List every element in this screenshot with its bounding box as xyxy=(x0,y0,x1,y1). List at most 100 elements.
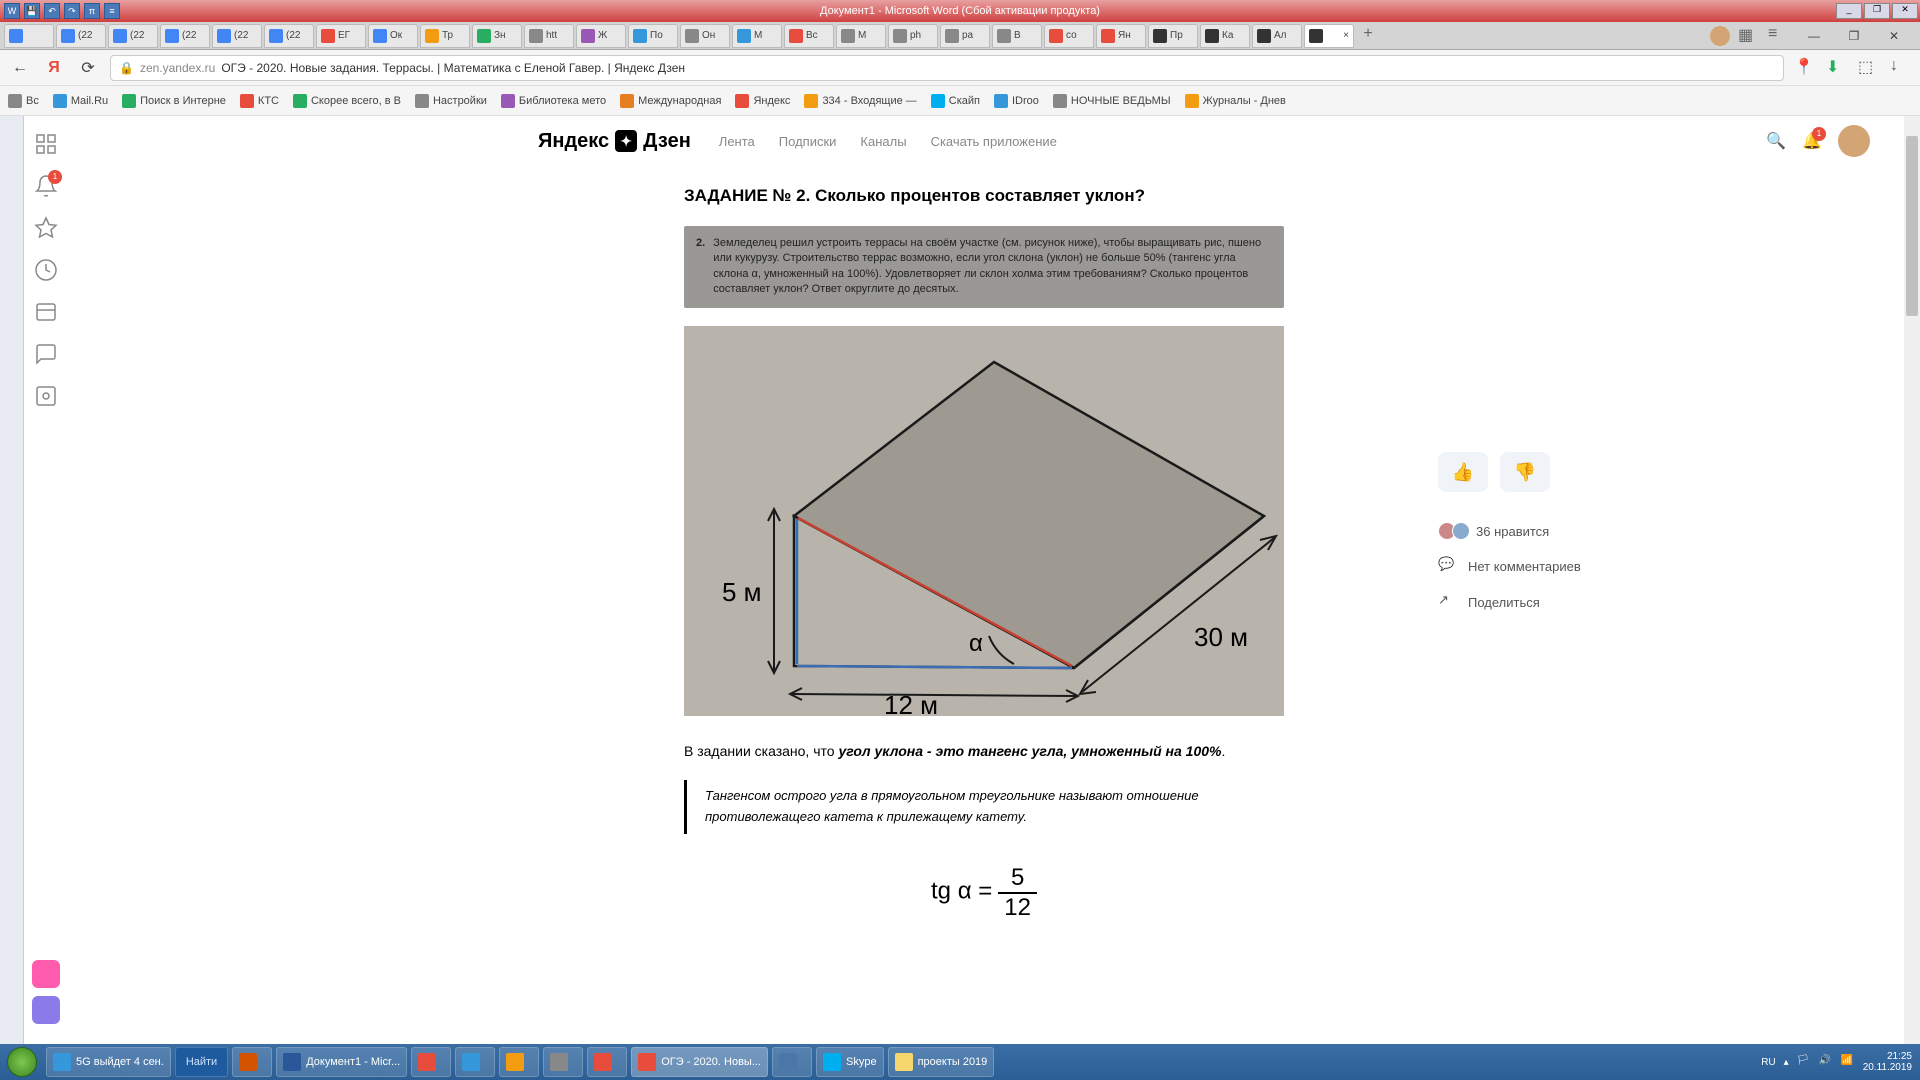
new-tab-button[interactable]: + xyxy=(1356,25,1380,47)
bookmark-item[interactable]: НОЧНЫЕ ВЕДЬМЫ xyxy=(1053,94,1171,108)
word-icon[interactable]: W xyxy=(4,3,20,19)
notifications-icon[interactable]: 1 xyxy=(34,174,58,198)
browser-tab[interactable]: (22 xyxy=(160,24,210,48)
scrollbar[interactable] xyxy=(1904,116,1920,1044)
taskbar-item[interactable] xyxy=(543,1047,583,1077)
bookmark-item[interactable]: 334 - Входящие — xyxy=(804,94,916,108)
pin-icon[interactable]: 📍 xyxy=(1794,57,1816,79)
browser-maximize[interactable]: ❐ xyxy=(1838,24,1870,48)
browser-tab[interactable]: Тр xyxy=(420,24,470,48)
address-input[interactable]: 🔒 zen.yandex.ru ОГЭ - 2020. Новые задани… xyxy=(110,55,1784,81)
back-button[interactable]: ← xyxy=(8,56,32,80)
user-avatar[interactable] xyxy=(1838,125,1870,157)
bookmark-item[interactable]: Яндекс xyxy=(735,94,790,108)
browser-tab[interactable]: (22 xyxy=(108,24,158,48)
comments-row[interactable]: 💬 Нет комментариев xyxy=(1438,556,1658,576)
like-button[interactable]: 👍 xyxy=(1438,452,1488,492)
redo-icon[interactable]: ↷ xyxy=(64,3,80,19)
bell-icon[interactable]: 🔔1 xyxy=(1802,131,1822,151)
browser-tab[interactable] xyxy=(4,24,54,48)
share-row[interactable]: ↗ Поделиться xyxy=(1438,592,1658,612)
search-icon[interactable]: 🔍 xyxy=(1766,131,1786,151)
apps-icon[interactable] xyxy=(34,132,58,156)
browser-tab[interactable]: со xyxy=(1044,24,1094,48)
browser-tab[interactable]: Ян xyxy=(1096,24,1146,48)
favorites-icon[interactable] xyxy=(34,216,58,240)
browser-tab[interactable]: (22 xyxy=(264,24,314,48)
sidebar-app2[interactable] xyxy=(32,996,60,1024)
language-indicator[interactable]: RU xyxy=(1761,1057,1775,1068)
browser-tab[interactable]: По xyxy=(628,24,678,48)
clock[interactable]: 21:25 20.11.2019 xyxy=(1863,1051,1912,1073)
zen-nav-channels[interactable]: Каналы xyxy=(860,134,906,149)
bookmark-item[interactable]: Международная xyxy=(620,94,721,108)
bookmark-item[interactable]: Поиск в Интерне xyxy=(122,94,226,108)
network-icon[interactable]: 📶 xyxy=(1841,1055,1855,1069)
download-icon[interactable]: ⬇ xyxy=(1826,57,1848,79)
bookmark-item[interactable]: Скорее всего, в В xyxy=(293,94,401,108)
browser-tab[interactable]: (22 xyxy=(56,24,106,48)
browser-tab[interactable]: Вс xyxy=(784,24,834,48)
bookmark-item[interactable]: Библиотека мето xyxy=(501,94,606,108)
collections-icon[interactable] xyxy=(34,300,58,324)
scroll-thumb[interactable] xyxy=(1906,136,1918,316)
pi-icon[interactable]: π xyxy=(84,3,100,19)
extension-icon[interactable]: ⬚ xyxy=(1858,57,1880,79)
taskbar-item[interactable]: Найти xyxy=(175,1047,228,1077)
taskbar-item[interactable]: Skype xyxy=(816,1047,884,1077)
zen-nav-download[interactable]: Скачать приложение xyxy=(931,134,1057,149)
sidebar-app1[interactable] xyxy=(32,960,60,988)
browser-tab[interactable]: (22 xyxy=(212,24,262,48)
taskbar-item[interactable]: Документ1 - Micr... xyxy=(276,1047,407,1077)
taskbar-item[interactable] xyxy=(587,1047,627,1077)
browser-minimize[interactable]: — xyxy=(1798,24,1830,48)
browser-tab[interactable]: Зн xyxy=(472,24,522,48)
bookmark-item[interactable]: Настройки xyxy=(415,94,487,108)
taskbar-item[interactable]: проекты 2019 xyxy=(888,1047,995,1077)
menu-icon[interactable]: ≡ xyxy=(1768,25,1790,47)
bookmark-item[interactable]: Скайп xyxy=(931,94,980,108)
browser-tab[interactable]: ЕГ xyxy=(316,24,366,48)
bookmark-item[interactable]: Mail.Ru xyxy=(53,94,108,108)
bookmark-item[interactable]: IDroo xyxy=(994,94,1039,108)
dislike-button[interactable]: 👎 xyxy=(1500,452,1550,492)
browser-tab[interactable]: ph xyxy=(888,24,938,48)
chat-icon[interactable] xyxy=(34,342,58,366)
undo-icon[interactable]: ↶ xyxy=(44,3,60,19)
downloads-icon[interactable]: ↓ xyxy=(1890,57,1912,79)
profile-avatar-icon[interactable] xyxy=(1710,26,1730,46)
word-minimize[interactable]: _ xyxy=(1836,3,1862,19)
bookmark-item[interactable]: Вс xyxy=(8,94,39,108)
taskbar-item[interactable] xyxy=(499,1047,539,1077)
browser-tab[interactable]: Пр xyxy=(1148,24,1198,48)
tray-up-icon[interactable]: ▴ xyxy=(1784,1057,1789,1068)
extensions-icon[interactable]: ▦ xyxy=(1738,25,1760,47)
word-close[interactable]: ✕ xyxy=(1892,3,1918,19)
flag-icon[interactable]: 🏳 xyxy=(1797,1055,1811,1069)
word-maximize[interactable]: ❐ xyxy=(1864,3,1890,19)
browser-tab[interactable]: Ок xyxy=(368,24,418,48)
yandex-button[interactable]: Я xyxy=(42,56,66,80)
history-icon[interactable] xyxy=(34,258,58,282)
browser-tab[interactable]: М xyxy=(732,24,782,48)
browser-tab[interactable]: Ал xyxy=(1252,24,1302,48)
taskbar-item[interactable] xyxy=(455,1047,495,1077)
taskbar-item[interactable] xyxy=(772,1047,812,1077)
taskbar-item[interactable] xyxy=(411,1047,451,1077)
menu-icon[interactable]: ≡ xyxy=(104,3,120,19)
browser-close[interactable]: ✕ xyxy=(1878,24,1910,48)
browser-tab[interactable]: htt xyxy=(524,24,574,48)
save-icon[interactable]: 💾 xyxy=(24,3,40,19)
likes-row[interactable]: 36 нравится xyxy=(1438,522,1658,540)
bookmark-item[interactable]: КТС xyxy=(240,94,279,108)
bookmark-item[interactable]: Журналы - Днев xyxy=(1185,94,1286,108)
reload-button[interactable]: ⟳ xyxy=(76,56,100,80)
browser-tab[interactable]: В xyxy=(992,24,1042,48)
taskbar-item[interactable] xyxy=(232,1047,272,1077)
browser-tab[interactable]: М xyxy=(836,24,886,48)
browser-tab[interactable]: × xyxy=(1304,24,1354,48)
browser-tab[interactable]: ра xyxy=(940,24,990,48)
screenshot-icon[interactable] xyxy=(34,384,58,408)
tab-close-icon[interactable]: × xyxy=(1343,30,1349,41)
browser-tab[interactable]: Ж xyxy=(576,24,626,48)
